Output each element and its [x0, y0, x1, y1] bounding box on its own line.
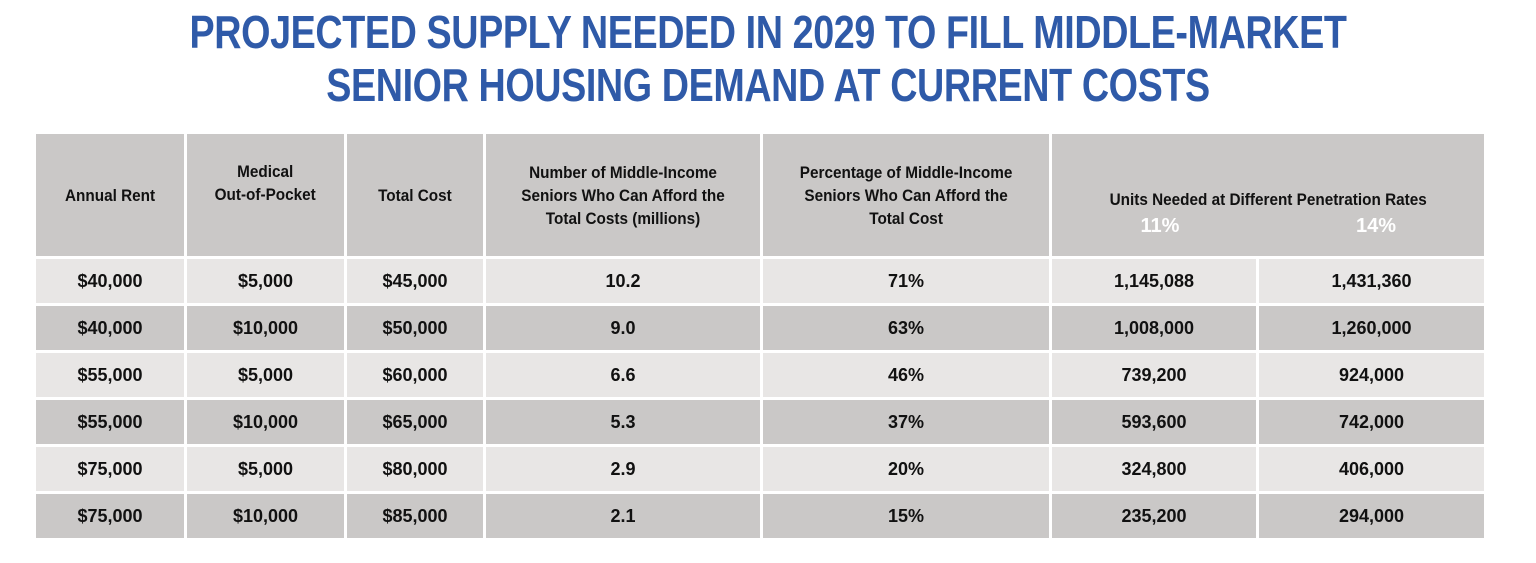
cell-number-afford: 9.0 [483, 303, 763, 353]
header-row: Annual Rent Medical Out-of-Pocket Total … [33, 131, 1488, 259]
cell-total-cost: $65,000 [344, 397, 486, 447]
table-row: $40,000 $10,000 $50,000 9.0 63% 1,008,000 1,26… [33, 303, 1488, 353]
cell-annual-rent: $40,000 [33, 256, 187, 306]
cell-number-afford: 5.3 [483, 397, 763, 447]
cell-units-11: 1,145,088 [1049, 256, 1259, 306]
cell-total-cost: $50,000 [344, 303, 486, 353]
cell-medical: $5,000 [184, 444, 347, 494]
cell-number-afford: 2.1 [483, 491, 763, 541]
cell-percentage-afford: 63% [760, 303, 1052, 353]
header-number-afford: Number of Middle-Income Seniors Who Can … [483, 131, 763, 259]
cell-units-14: 924,000 [1255, 350, 1488, 400]
header-units-needed: Units Needed at Different Penetration Ra… [1048, 131, 1488, 259]
cell-total-cost: $80,000 [344, 444, 486, 494]
cell-annual-rent: $55,000 [33, 397, 187, 447]
header-rate-11: 11% [1140, 215, 1180, 237]
cell-percentage-afford: 20% [760, 444, 1052, 494]
table-row: $55,000 $5,000 $60,000 6.6 46% 739,200 924,000 [33, 350, 1488, 400]
cell-percentage-afford: 15% [760, 491, 1052, 541]
title-line-2: SENIOR HOUSING DEMAND AT CURRENT COSTS [326, 59, 1210, 111]
cell-medical: $5,000 [184, 350, 347, 400]
cell-annual-rent: $55,000 [33, 350, 187, 400]
header-rate-14: 14% [1356, 215, 1397, 237]
header-medical: Medical Out-of-Pocket [184, 131, 347, 259]
cell-annual-rent: $40,000 [33, 303, 187, 353]
cell-units-14: 1,260,000 [1255, 303, 1488, 353]
cell-units-11: 739,200 [1049, 350, 1259, 400]
table-body: $40,000 $5,000 $45,000 10.2 71% 1,145,088 1,43… [33, 256, 1488, 541]
cell-annual-rent: $75,000 [33, 444, 187, 494]
header-annual-rent: Annual Rent [33, 131, 187, 259]
cell-units-14: 294,000 [1255, 491, 1488, 541]
title-line-1: PROJECTED SUPPLY NEEDED IN 2029 TO FILL … [189, 6, 1347, 58]
cell-number-afford: 2.9 [483, 444, 763, 494]
cell-number-afford: 10.2 [483, 256, 763, 306]
cell-medical: $10,000 [184, 397, 347, 447]
table-row: $55,000 $10,000 $65,000 5.3 37% 593,600 742,00… [33, 397, 1488, 447]
cell-percentage-afford: 46% [760, 350, 1052, 400]
cell-medical: $5,000 [184, 256, 347, 306]
header-total-cost: Total Cost [344, 131, 486, 259]
page-title: PROJECTED SUPPLY NEEDED IN 2029 TO FILL … [138, 6, 1398, 112]
cell-total-cost: $45,000 [344, 256, 486, 306]
cell-units-14: 406,000 [1255, 444, 1488, 494]
cell-units-11: 1,008,000 [1049, 303, 1259, 353]
cell-medical: $10,000 [184, 491, 347, 541]
cell-units-11: 235,200 [1049, 491, 1259, 541]
cell-units-11: 324,800 [1049, 444, 1259, 494]
cell-total-cost: $60,000 [344, 350, 486, 400]
cell-number-afford: 6.6 [483, 350, 763, 400]
header-percentage-afford: Percentage of Middle-Income Seniors Who … [760, 131, 1052, 259]
table-row: $40,000 $5,000 $45,000 10.2 71% 1,145,088 1,43… [33, 256, 1488, 306]
supply-table: Annual Rent Medical Out-of-Pocket Total … [33, 131, 1488, 541]
cell-medical: $10,000 [184, 303, 347, 353]
cell-units-14: 742,000 [1255, 397, 1488, 447]
cell-total-cost: $85,000 [344, 491, 486, 541]
cell-annual-rent: $75,000 [33, 491, 187, 541]
cell-units-14: 1,431,360 [1255, 256, 1488, 306]
cell-units-11: 593,600 [1049, 397, 1259, 447]
cell-percentage-afford: 71% [760, 256, 1052, 306]
table-row: $75,000 $10,000 $85,000 2.1 15% 235,200 294,00… [33, 491, 1488, 541]
table-row: $75,000 $5,000 $80,000 2.9 20% 324,800 406,000 [33, 444, 1488, 494]
cell-percentage-afford: 37% [760, 397, 1052, 447]
